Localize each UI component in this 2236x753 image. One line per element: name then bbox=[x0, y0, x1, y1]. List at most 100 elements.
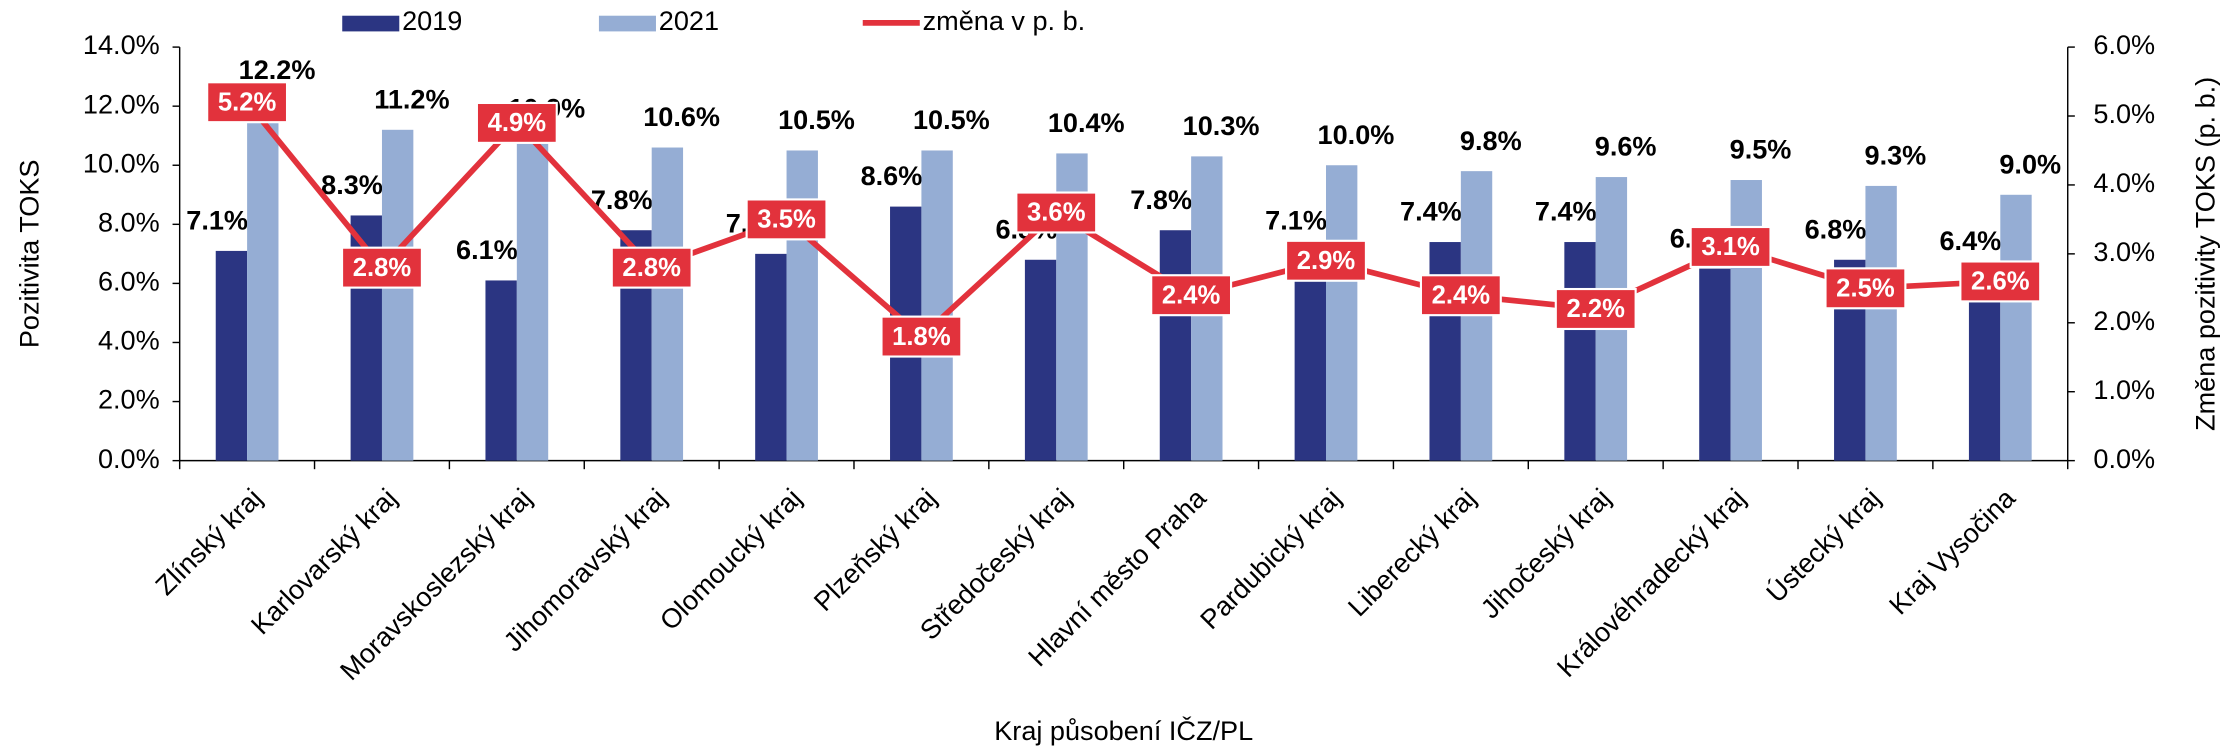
x-tick-label: Pardubický kraj bbox=[1194, 482, 1347, 635]
x-tick-label: Jihočeský kraj bbox=[1474, 482, 1616, 624]
data-label: 9.5% bbox=[1730, 134, 1792, 165]
data-label: 1.8% bbox=[892, 323, 951, 351]
y-tick-label: 2.0% bbox=[98, 384, 160, 415]
data-label-box bbox=[880, 315, 963, 358]
data-label: 7.4% bbox=[1400, 196, 1462, 227]
x-tick-label: Karlovarský kraj bbox=[245, 482, 403, 640]
y2-tick-label: 5.0% bbox=[2093, 98, 2155, 129]
data-label: 8.6% bbox=[861, 160, 923, 191]
y-tick-label: 14.0% bbox=[83, 29, 160, 60]
data-label: 2.4% bbox=[1432, 281, 1491, 309]
data-label-box bbox=[1689, 225, 1772, 269]
data-label: 9.0% bbox=[1999, 148, 2061, 179]
bar bbox=[1159, 230, 1192, 461]
bar bbox=[755, 253, 787, 461]
bar bbox=[381, 129, 414, 461]
data-label: 9.3% bbox=[1865, 140, 1927, 171]
data-label: 4.9% bbox=[488, 109, 547, 137]
data-label: 6.4% bbox=[1939, 225, 2001, 256]
y2-tick-label: 3.0% bbox=[2093, 236, 2155, 267]
bar bbox=[1699, 268, 1731, 461]
x-axis-title: Kraj působení IČZ/PL bbox=[994, 715, 1253, 746]
y2-tick-label: 2.0% bbox=[2093, 305, 2155, 336]
bar bbox=[1564, 242, 1596, 461]
data-label: 6.1% bbox=[456, 234, 518, 265]
bar bbox=[921, 150, 953, 461]
data-label: 10.0% bbox=[1318, 119, 1395, 150]
data-label: 7.1% bbox=[186, 205, 248, 236]
data-label: 9.8% bbox=[1460, 125, 1522, 156]
y2-axis-title: Změna pozitivity TOKS (p. b.) bbox=[2190, 77, 2221, 431]
data-label: 12.2% bbox=[239, 54, 316, 85]
data-label: 10.5% bbox=[778, 104, 855, 135]
y-tick-label: 0.0% bbox=[98, 443, 160, 474]
data-label-box bbox=[610, 246, 693, 289]
legend-swatch bbox=[598, 15, 656, 32]
x-tick-label: Zlínský kraj bbox=[149, 482, 268, 601]
bar bbox=[2000, 194, 2032, 461]
bar bbox=[651, 147, 684, 461]
data-label: 2.5% bbox=[1836, 275, 1895, 303]
data-label: 8.3% bbox=[321, 169, 383, 200]
bar bbox=[1294, 250, 1326, 461]
data-label-box bbox=[1554, 287, 1637, 331]
data-label: 3.6% bbox=[1027, 199, 1086, 227]
data-label-box bbox=[340, 246, 423, 289]
y-axis-title: Pozitivita TOKS bbox=[14, 160, 45, 349]
data-label: 7.4% bbox=[1535, 196, 1597, 227]
y-tick-label: 10.0% bbox=[83, 147, 160, 178]
data-label: 2.9% bbox=[1297, 247, 1356, 275]
data-label-box bbox=[1959, 260, 2042, 303]
legend-label: změna v p. b. bbox=[923, 5, 1086, 36]
bar bbox=[247, 100, 279, 461]
data-label: 2.2% bbox=[1566, 295, 1625, 323]
data-label: 2.8% bbox=[353, 254, 412, 282]
bar bbox=[786, 150, 818, 461]
y2-tick-label: 4.0% bbox=[2093, 167, 2155, 198]
y-tick-label: 12.0% bbox=[83, 88, 160, 119]
bar bbox=[516, 138, 549, 461]
data-label-box bbox=[1015, 191, 1098, 234]
data-label-box bbox=[1419, 274, 1502, 317]
data-label: 7.8% bbox=[1130, 184, 1192, 215]
data-label-box bbox=[1284, 239, 1367, 282]
data-label-box bbox=[1824, 267, 1907, 310]
data-label-box bbox=[745, 198, 828, 241]
bar bbox=[1024, 259, 1057, 461]
data-label-box bbox=[1150, 274, 1233, 317]
data-label: 3.5% bbox=[757, 206, 816, 234]
x-tick-label: Kraj Vysočina bbox=[1883, 482, 2022, 621]
bar bbox=[215, 250, 248, 461]
data-label: 2.6% bbox=[1971, 268, 2030, 296]
legend-label: 2021 bbox=[659, 5, 719, 36]
x-tick-label: Liberecký kraj bbox=[1342, 482, 1482, 622]
data-label: 7.1% bbox=[1265, 205, 1327, 236]
data-label: 10.6% bbox=[643, 101, 720, 132]
y2-tick-label: 1.0% bbox=[2093, 374, 2155, 405]
y-tick-label: 4.0% bbox=[98, 325, 160, 356]
x-tick-label: Plzeňský kraj bbox=[807, 482, 942, 617]
y-tick-label: 8.0% bbox=[98, 206, 160, 237]
x-tick-label: Ústecký kraj bbox=[1760, 482, 1886, 608]
bar bbox=[1730, 180, 1762, 461]
data-label: 2.4% bbox=[1162, 281, 1221, 309]
data-label: 9.6% bbox=[1595, 131, 1657, 162]
data-label: 3.1% bbox=[1701, 233, 1760, 261]
y2-tick-label: 6.0% bbox=[2093, 29, 2155, 60]
bar bbox=[1865, 185, 1897, 461]
data-label: 11.2% bbox=[374, 83, 449, 114]
bar bbox=[1325, 165, 1358, 461]
data-label: 2.8% bbox=[622, 254, 681, 282]
data-label-box bbox=[206, 81, 289, 124]
data-label: 6.8% bbox=[1805, 213, 1867, 244]
x-tick-label: Olomoucký kraj bbox=[653, 482, 807, 636]
legend-swatch bbox=[342, 15, 400, 32]
data-label: 10.4% bbox=[1048, 107, 1125, 138]
y-tick-label: 6.0% bbox=[98, 266, 160, 297]
legend-label: 2019 bbox=[402, 5, 462, 36]
data-label: 10.5% bbox=[913, 104, 990, 135]
y2-tick-label: 0.0% bbox=[2093, 443, 2155, 474]
bar bbox=[1968, 271, 2001, 461]
bar bbox=[485, 280, 517, 461]
